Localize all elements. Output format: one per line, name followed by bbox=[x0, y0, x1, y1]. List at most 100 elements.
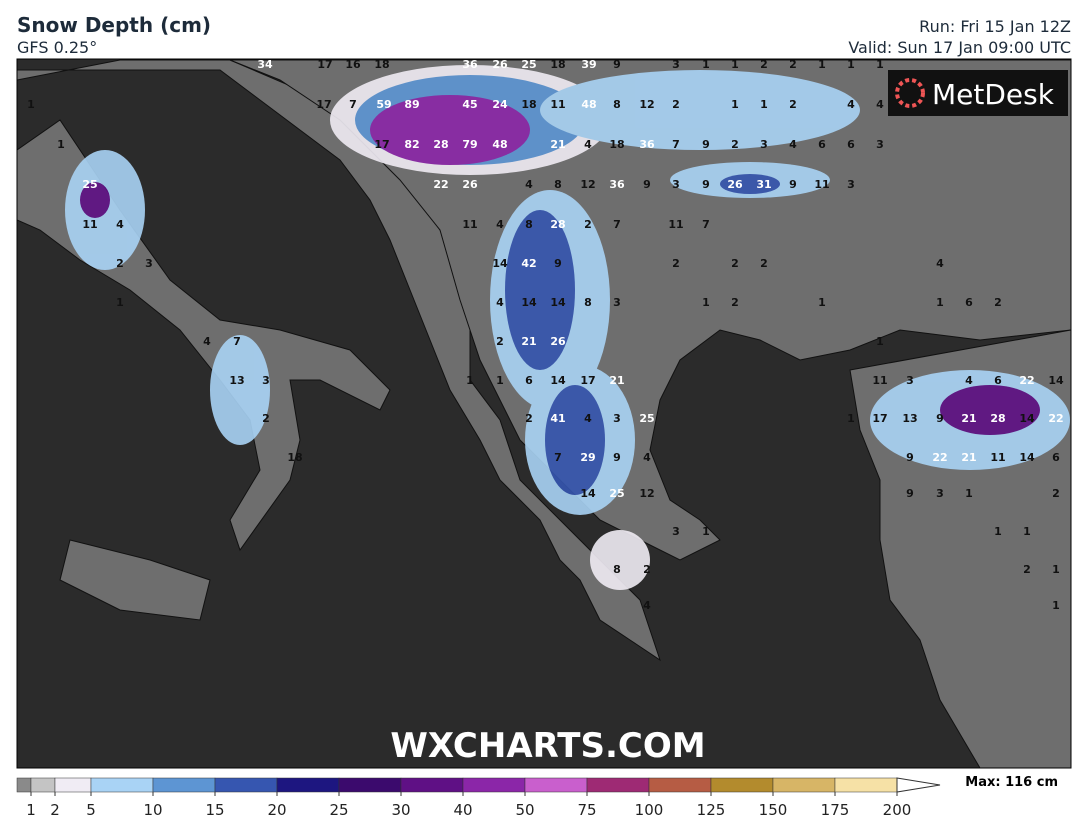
legend-tick-label: 150 bbox=[759, 801, 788, 819]
legend-tick-label: 50 bbox=[515, 801, 534, 819]
snow-depth-label: 2 bbox=[672, 257, 680, 270]
legend-swatch bbox=[54, 777, 92, 793]
snow-depth-label: 12 bbox=[639, 98, 654, 111]
snow-depth-label: 6 bbox=[994, 374, 1002, 387]
snow-depth-label: 1 bbox=[57, 138, 65, 151]
snow-depth-label: 28 bbox=[990, 412, 1005, 425]
snow-depth-label: 45 bbox=[462, 98, 477, 111]
snow-depth-label: 89 bbox=[404, 98, 419, 111]
snow-depth-label: 17 bbox=[580, 374, 595, 387]
snow-depth-label: 48 bbox=[492, 138, 507, 151]
snow-depth-label: 8 bbox=[584, 296, 592, 309]
legend-swatch bbox=[276, 777, 340, 793]
snow-depth-label: 9 bbox=[613, 58, 621, 71]
snow-depth-label: 8 bbox=[525, 218, 533, 231]
snow-depth-label: 4 bbox=[496, 218, 504, 231]
snow-depth-label: 1 bbox=[994, 525, 1002, 538]
snow-depth-label: 26 bbox=[550, 335, 566, 348]
snow-depth-label: 26 bbox=[462, 178, 478, 191]
snow-depth-label: 9 bbox=[789, 178, 797, 191]
snow-depth-label: 3 bbox=[672, 178, 680, 191]
snow-depth-label: 9 bbox=[613, 451, 621, 464]
snow-depth-label: 1 bbox=[1023, 525, 1031, 538]
snow-depth-label: 3 bbox=[936, 487, 944, 500]
snow-depth-label: 4 bbox=[116, 218, 124, 231]
snow-depth-label: 2 bbox=[760, 257, 768, 270]
snow-depth-label: 4 bbox=[643, 599, 651, 612]
snow-depth-label: 2 bbox=[584, 218, 592, 231]
snow-depth-label: 11 bbox=[872, 374, 887, 387]
snow-depth-label: 4 bbox=[876, 98, 884, 111]
snow-depth-label: 14 bbox=[521, 296, 537, 309]
legend-swatch bbox=[524, 777, 588, 793]
snow-depth-label: 25 bbox=[609, 487, 624, 500]
snow-depth-label: 6 bbox=[847, 138, 855, 151]
snow-depth-label: 2 bbox=[731, 138, 739, 151]
snow-depth-label: 6 bbox=[525, 374, 533, 387]
snow-depth-label: 36 bbox=[609, 178, 625, 191]
snow-depth-label: 17 bbox=[316, 98, 331, 111]
snow-depth-label: 2 bbox=[643, 563, 651, 576]
snow-depth-label: 3 bbox=[672, 58, 680, 71]
snow-depth-label: 1 bbox=[27, 98, 35, 111]
snow-depth-label: 17 bbox=[872, 412, 887, 425]
legend-swatch bbox=[152, 777, 216, 793]
snow-depth-label: 4 bbox=[525, 178, 533, 191]
snow-depth-label: 11 bbox=[82, 218, 97, 231]
snow-depth-label: 22 bbox=[1048, 412, 1063, 425]
snow-depth-label: 11 bbox=[814, 178, 829, 191]
snow-depth-label: 9 bbox=[906, 487, 914, 500]
snow-depth-label: 6 bbox=[965, 296, 973, 309]
snow-depth-label: 4 bbox=[584, 412, 592, 425]
snow-depth-label: 1 bbox=[876, 58, 884, 71]
map: 34 17 16 18 36 26 25 18 39 9 3 1 1 2 2 1 1 11 17 7 59 89 45 24 1… bbox=[17, 58, 1071, 768]
snow-depth-label: 1 bbox=[466, 374, 474, 387]
snow-depth-label: 8 bbox=[554, 178, 562, 191]
snow-depth-label: 1 bbox=[847, 58, 855, 71]
snow-depth-label: 14 bbox=[1019, 412, 1035, 425]
snow-depth-label: 7 bbox=[672, 138, 680, 151]
snow-depth-label: 29 bbox=[580, 451, 595, 464]
legend-swatch bbox=[462, 777, 526, 793]
legend-tick-label: 1 bbox=[26, 801, 36, 819]
title: Snow Depth (cm) bbox=[17, 13, 211, 37]
snow-depth-label: 4 bbox=[496, 296, 504, 309]
snow-depth-label: 4 bbox=[203, 335, 211, 348]
snow-depth-label: 42 bbox=[521, 257, 536, 270]
snow-depth-label: 31 bbox=[756, 178, 771, 191]
snow-depth-label: 14 bbox=[1019, 451, 1035, 464]
legend-tick-label: 25 bbox=[329, 801, 348, 819]
snow-depth-label: 1 bbox=[702, 525, 710, 538]
legend-tick-label: 125 bbox=[697, 801, 726, 819]
snow-depth-label: 16 bbox=[345, 58, 361, 71]
snow-depth-label: 9 bbox=[702, 178, 710, 191]
snow-depth-label: 18 bbox=[550, 58, 565, 71]
valid: Valid: Sun 17 Jan 09:00 UTC bbox=[848, 38, 1071, 57]
legend-tick-label: 2 bbox=[50, 801, 60, 819]
snow-depth-label: 22 bbox=[1019, 374, 1034, 387]
snow-depth-label: 7 bbox=[702, 218, 710, 231]
legend-swatch bbox=[772, 777, 836, 793]
snow-depth-label: 14 bbox=[1048, 374, 1064, 387]
snow-depth-label: 7 bbox=[554, 451, 562, 464]
snow-depth-label: 21 bbox=[521, 335, 536, 348]
snow-depth-label: 2 bbox=[262, 412, 270, 425]
snow-depth-label: 39 bbox=[581, 58, 596, 71]
map-frame bbox=[16, 58, 1072, 769]
snow-depth-label: 26 bbox=[492, 58, 508, 71]
legend-swatch bbox=[30, 777, 56, 793]
legend-swatch bbox=[338, 777, 402, 793]
snow-depth-label: 9 bbox=[643, 178, 651, 191]
snow-depth-label: 14 bbox=[492, 257, 508, 270]
snow-depth-label: 8 bbox=[613, 98, 621, 111]
snow-depth-label: 34 bbox=[257, 58, 273, 71]
snow-depth-label: 1 bbox=[731, 58, 739, 71]
snow-depth-label: 11 bbox=[990, 451, 1005, 464]
legend-tick-label: 30 bbox=[391, 801, 410, 819]
snow-depth-label: 3 bbox=[906, 374, 914, 387]
snow-depth-label: 3 bbox=[613, 296, 621, 309]
snow-depth-label: 18 bbox=[521, 98, 536, 111]
snow-depth-label: 6 bbox=[1052, 451, 1060, 464]
legend-tick-label: 75 bbox=[577, 801, 596, 819]
legend-swatch bbox=[400, 777, 464, 793]
